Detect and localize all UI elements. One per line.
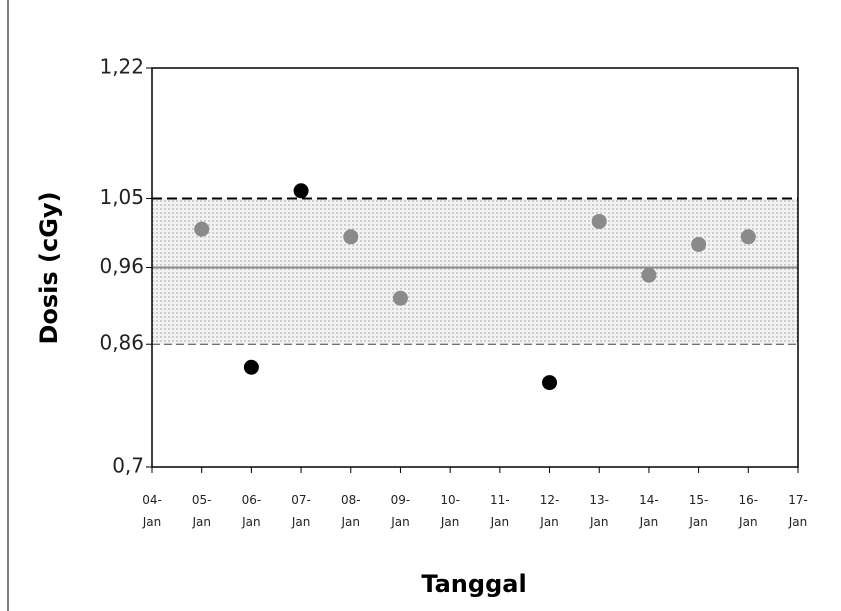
- x-tick-label: 05-Jan: [187, 489, 217, 533]
- point: [393, 291, 408, 306]
- point: [194, 222, 209, 237]
- x-tick-label: 15-Jan: [684, 489, 714, 533]
- x-tick-label: 08-Jan: [336, 489, 366, 533]
- x-tick-label: 17-Jan: [783, 489, 813, 533]
- point: [741, 229, 756, 244]
- x-tick-label: 12-Jan: [535, 489, 565, 533]
- y-tick-label: 1,05: [99, 185, 144, 209]
- y-tick-label: 0,86: [99, 331, 144, 355]
- point: [542, 375, 557, 390]
- point: [244, 360, 259, 375]
- x-tick-label: 09-Jan: [385, 489, 415, 533]
- x-tick-label: 10-Jan: [435, 489, 465, 533]
- page: Dosis (cGy) Tanggal 0,70,860,961,051,22 …: [0, 0, 841, 611]
- x-tick-label: 11-Jan: [485, 489, 515, 533]
- x-tick-label: 13-Jan: [584, 489, 614, 533]
- y-tick-label: 1,22: [99, 55, 144, 79]
- point: [592, 214, 607, 229]
- point: [641, 268, 656, 283]
- y-axis-title: Dosis (cGy): [35, 191, 63, 344]
- x-tick-label: 16-Jan: [733, 489, 763, 533]
- x-tick-label: 06-Jan: [236, 489, 266, 533]
- x-tick-label: 14-Jan: [634, 489, 664, 533]
- x-axis-title: Tanggal: [421, 570, 526, 598]
- x-tick-label: 07-Jan: [286, 489, 316, 533]
- point: [691, 237, 706, 252]
- control-band: [152, 198, 798, 344]
- point: [294, 183, 309, 198]
- chart: Dosis (cGy) Tanggal 0,7 0,86 0,96 1,05 1,22: [0, 0, 841, 611]
- x-tick-label: 04-Jan: [137, 489, 167, 533]
- y-tick-label: 0,96: [99, 254, 144, 278]
- point: [343, 229, 358, 244]
- y-tick-label: 0,7: [112, 454, 144, 478]
